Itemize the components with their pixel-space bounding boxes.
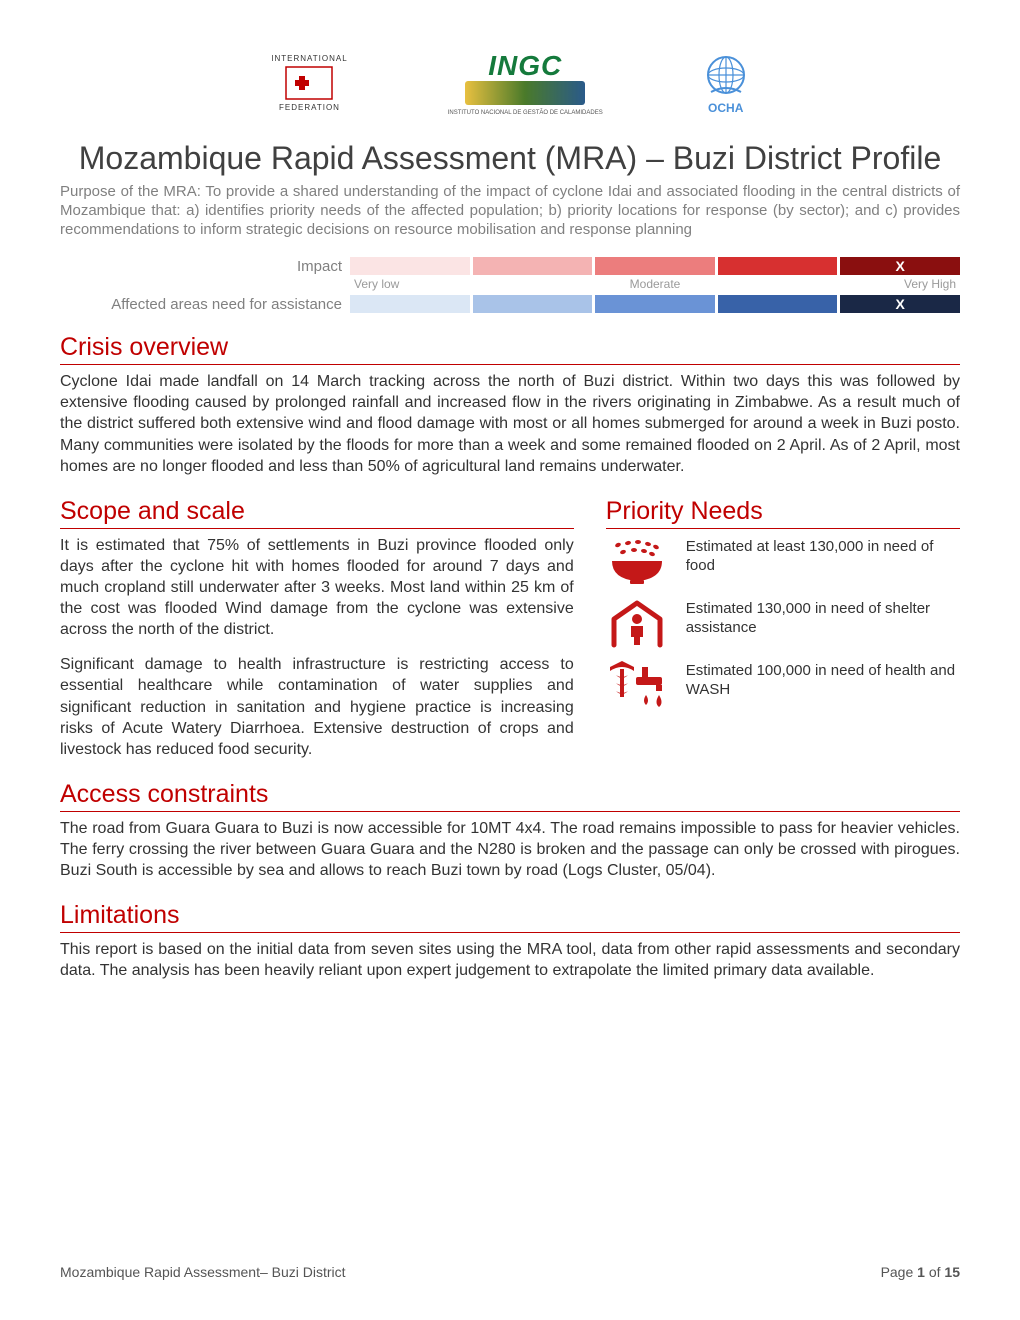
need-text: Estimated 130,000 in need of shelter ass… xyxy=(686,597,960,638)
ifrc-emblem-icon xyxy=(285,66,333,100)
ingc-image-icon xyxy=(465,81,585,105)
assistance-label: Affected areas need for assistance xyxy=(60,296,350,313)
scale-cell xyxy=(473,257,593,275)
ocha-logo: OCHA xyxy=(703,52,749,115)
shelter-icon xyxy=(606,597,668,649)
scope-p2: Significant damage to health infrastruct… xyxy=(60,654,574,760)
ingc-logo: INGC INSTITUTO NACIONAL DE GESTÃO DE CAL… xyxy=(448,50,603,116)
tick-high: Very High xyxy=(836,277,960,291)
page: INTERNATIONAL FEDERATION INGC INSTITUTO … xyxy=(0,0,1020,1021)
scale-cell xyxy=(595,257,715,275)
ingc-main-text: INGC xyxy=(488,50,562,82)
need-row: Estimated 130,000 in need of shelter ass… xyxy=(606,597,960,649)
need-text: Estimated 100,000 in need of health and … xyxy=(686,659,960,700)
scale-cell: X xyxy=(840,257,960,275)
ifrc-bottom-text: FEDERATION xyxy=(279,103,340,112)
two-column-row: Scope and scale It is estimated that 75%… xyxy=(60,497,960,760)
scale-mark: X xyxy=(896,258,905,274)
scope-column: Scope and scale It is estimated that 75%… xyxy=(60,497,574,760)
ifrc-top-text: INTERNATIONAL xyxy=(271,54,347,63)
un-emblem-icon xyxy=(703,52,749,98)
footer-right: Page 1 of 15 xyxy=(881,1264,960,1280)
scope-heading: Scope and scale xyxy=(60,497,574,529)
scale-mark: X xyxy=(896,296,905,312)
purpose-text: Purpose of the MRA: To provide a shared … xyxy=(60,183,960,239)
tick-low: Very low xyxy=(350,277,474,291)
footer-left: Mozambique Rapid Assessment– Buzi Distri… xyxy=(60,1264,346,1280)
limitations-heading: Limitations xyxy=(60,901,960,933)
footer: Mozambique Rapid Assessment– Buzi Distri… xyxy=(60,1264,960,1280)
scale-cell xyxy=(350,257,470,275)
page-title: Mozambique Rapid Assessment (MRA) – Buzi… xyxy=(60,140,960,177)
impact-scale: Impact X Very low Moderate Very High Aff… xyxy=(60,257,960,313)
health-wash-icon xyxy=(606,659,668,711)
ocha-text: OCHA xyxy=(708,101,743,115)
logo-row: INTERNATIONAL FEDERATION INGC INSTITUTO … xyxy=(60,50,960,116)
tick-mid: Moderate xyxy=(595,277,715,291)
scale-cell xyxy=(718,257,838,275)
crisis-body: Cyclone Idai made landfall on 14 March t… xyxy=(60,371,960,477)
scale-cell: X xyxy=(840,295,960,313)
scale-cell xyxy=(473,295,593,313)
need-row: Estimated 100,000 in need of health and … xyxy=(606,659,960,711)
ifrc-logo: INTERNATIONAL FEDERATION xyxy=(271,54,347,112)
needs-column: Priority Needs Estimated at least 130,00… xyxy=(606,497,960,760)
crisis-heading: Crisis overview xyxy=(60,333,960,365)
ingc-sub-text: INSTITUTO NACIONAL DE GESTÃO DE CALAMIDA… xyxy=(448,110,603,116)
needs-heading: Priority Needs xyxy=(606,497,960,529)
access-body: The road from Guara Guara to Buzi is now… xyxy=(60,818,960,881)
impact-label: Impact xyxy=(60,258,350,275)
limitations-body: This report is based on the initial data… xyxy=(60,939,960,981)
need-text: Estimated at least 130,000 in need of fo… xyxy=(686,535,960,576)
need-row: Estimated at least 130,000 in need of fo… xyxy=(606,535,960,587)
scope-p1: It is estimated that 75% of settlements … xyxy=(60,535,574,641)
access-heading: Access constraints xyxy=(60,780,960,812)
scale-cell xyxy=(350,295,470,313)
scale-cell xyxy=(718,295,838,313)
scale-cell xyxy=(595,295,715,313)
food-icon xyxy=(606,535,668,587)
